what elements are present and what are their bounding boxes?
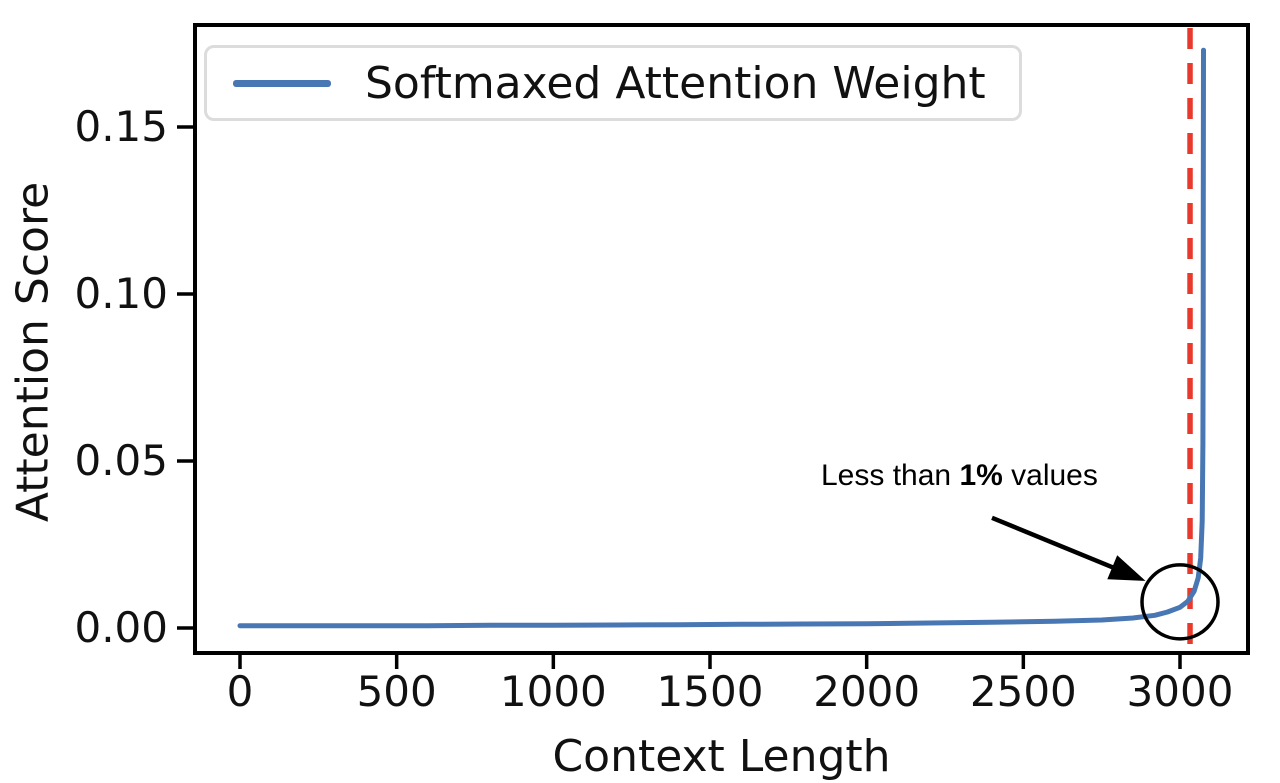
y-axis-label: Attention Score [7,181,59,523]
x-tick-label: 3000 [1127,667,1234,716]
plot-frame [193,23,1250,655]
x-axis-label: Context Length [552,731,891,782]
annotation-text-suffix: values [1002,459,1098,492]
annotation-text-prefix: Less than [821,459,960,492]
x-tick-label: 2500 [970,667,1077,716]
x-tick-label: 1000 [500,667,607,716]
y-tick-label: 0.10 [74,269,168,318]
legend-label: Softmaxed Attention Weight [365,58,986,109]
annotation-arrowhead [1107,555,1146,581]
x-tick-label: 0 [227,667,254,716]
annotation-text-bold: 1% [959,459,1003,492]
y-tick-label: 0.15 [74,102,168,151]
x-tick-label: 500 [357,667,437,716]
legend-line-swatch [233,80,331,87]
x-tick-label: 2000 [813,667,920,716]
legend: Softmaxed Attention Weight [204,45,1022,121]
y-tick-label: 0.05 [74,436,168,485]
annotation-arrow-line [991,515,1117,571]
attention-curve [237,47,1206,629]
annotation-text: Less than 1% values [821,459,1098,493]
annotation-circle [1140,563,1220,641]
y-tick-label: 0.00 [74,603,168,652]
x-tick-label: 1500 [657,667,764,716]
